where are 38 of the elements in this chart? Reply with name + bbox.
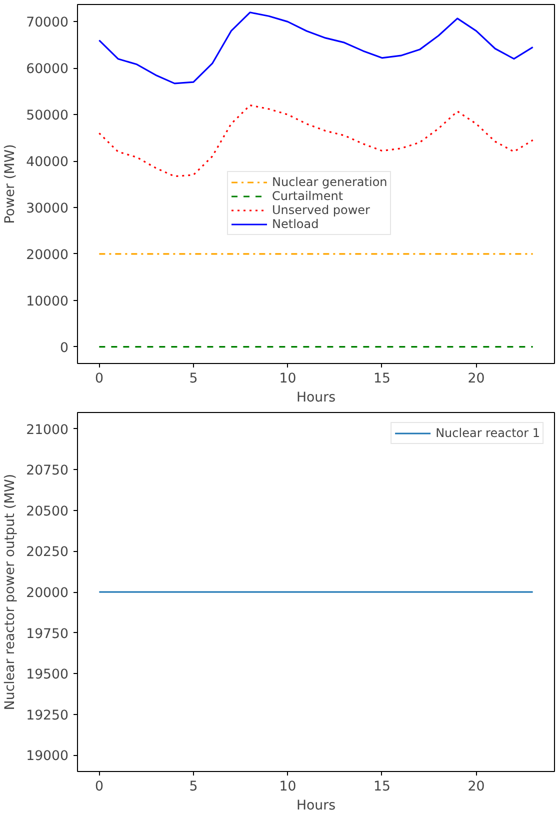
y-tick-label: 20750 — [26, 464, 69, 479]
x-tick-label: 10 — [279, 372, 296, 386]
y-tick-label: 30000 — [26, 201, 69, 216]
x-tick-label: 10 — [279, 780, 296, 794]
legend-label: Nuclear generation — [272, 175, 388, 189]
y-tick-label: 19500 — [26, 668, 69, 683]
y-tick-label: 60000 — [26, 62, 69, 78]
x-tick-label: 20 — [468, 780, 485, 794]
y-tick-label: 21000 — [26, 422, 69, 438]
line-series — [98, 12, 534, 84]
y-tick-label: 19250 — [26, 708, 69, 724]
x-tick-label: 15 — [374, 780, 390, 794]
x-tick-label: 20 — [468, 372, 485, 386]
y-tick-label: 40000 — [26, 155, 69, 170]
y-tick-label: 19000 — [26, 749, 69, 764]
y-tick-label: 20000 — [26, 586, 69, 601]
legend-label: Nuclear reactor 1 — [436, 426, 540, 440]
y-tick-label: 0 — [60, 340, 69, 356]
y-axis-title: Power (MW) — [3, 144, 18, 224]
x-axis-title: Hours — [296, 798, 336, 814]
x-tick-label: 0 — [94, 372, 104, 386]
y-tick-label: 20000 — [26, 248, 69, 263]
y-axis-title: Nuclear reactor power output (MW) — [3, 474, 18, 710]
x-tick-label: 15 — [374, 372, 390, 386]
x-axis-title: Hours — [296, 390, 336, 406]
legend-label: Unserved power — [272, 203, 370, 217]
y-tick-label: 10000 — [26, 294, 69, 310]
y-tick-label: 20500 — [26, 504, 69, 520]
x-tick-label: 5 — [189, 780, 198, 794]
legend-label: Netload — [272, 217, 319, 231]
y-tick-label: 19750 — [26, 626, 69, 642]
line-series — [98, 104, 534, 178]
legend-label: Curtailment — [272, 189, 344, 203]
y-tick-label: 70000 — [26, 16, 69, 31]
x-tick-label: 0 — [94, 780, 104, 794]
y-tick-label: 20250 — [26, 545, 69, 560]
x-tick-label: 5 — [189, 372, 198, 386]
y-tick-label: 50000 — [26, 108, 69, 124]
